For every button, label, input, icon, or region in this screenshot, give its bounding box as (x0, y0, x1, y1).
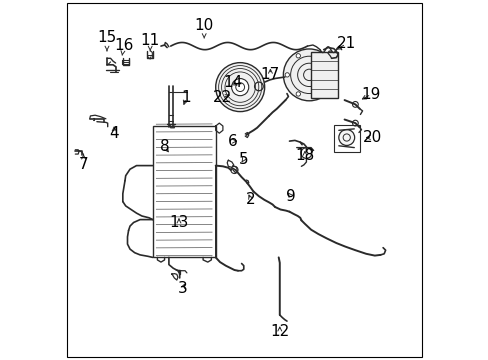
Circle shape (296, 54, 300, 58)
Text: 3: 3 (177, 281, 187, 296)
Text: 13: 13 (169, 215, 188, 230)
Text: 14: 14 (223, 75, 242, 90)
Bar (310, 51, 337, 98)
Text: 8: 8 (160, 139, 169, 154)
Text: 7: 7 (79, 154, 88, 172)
Text: 4: 4 (109, 126, 119, 141)
Circle shape (318, 92, 322, 96)
Text: 11: 11 (140, 33, 160, 51)
Circle shape (285, 73, 289, 77)
Circle shape (352, 120, 358, 126)
Text: 17: 17 (260, 67, 280, 82)
Text: 12: 12 (269, 324, 289, 339)
Circle shape (283, 49, 335, 101)
Text: 18: 18 (295, 148, 314, 163)
Bar (152, 126, 215, 257)
Bar (333, 125, 359, 152)
Text: 15: 15 (97, 30, 116, 51)
Text: 21: 21 (336, 36, 355, 51)
Text: 2: 2 (245, 192, 255, 207)
Text: 9: 9 (285, 189, 295, 204)
Text: 22: 22 (212, 90, 231, 105)
Circle shape (328, 73, 333, 77)
Circle shape (296, 92, 300, 96)
Text: 19: 19 (361, 87, 380, 102)
Text: 5: 5 (239, 152, 248, 167)
Text: 20: 20 (362, 130, 381, 145)
Circle shape (318, 54, 322, 58)
Text: 1: 1 (181, 90, 191, 105)
Circle shape (215, 63, 264, 112)
Circle shape (231, 78, 248, 96)
Text: 10: 10 (194, 18, 213, 38)
Text: 16: 16 (114, 37, 133, 55)
Circle shape (338, 130, 354, 145)
Circle shape (352, 102, 358, 107)
Text: 6: 6 (227, 134, 237, 149)
